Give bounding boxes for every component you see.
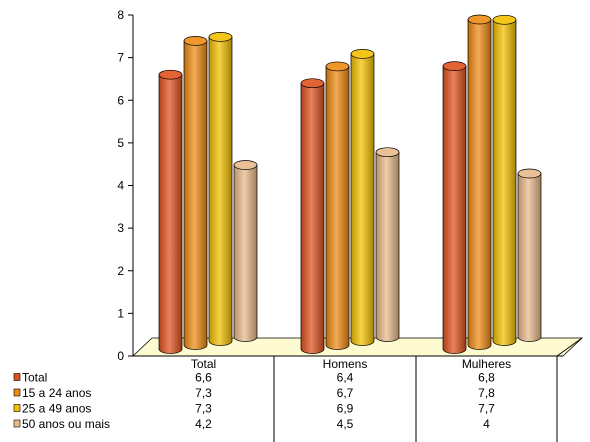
bar-total-total xyxy=(158,69,183,354)
data-label-25-a-49-anos-homens: 6,9 xyxy=(337,402,354,416)
y-tick-label: 1 xyxy=(117,306,124,320)
bar-top xyxy=(208,31,233,42)
legend-swatch-total xyxy=(13,373,21,381)
data-label-15-a-24-anos-mulheres: 7,8 xyxy=(478,386,495,400)
bar-body xyxy=(375,151,400,342)
bar-top xyxy=(233,160,258,170)
data-label-50-anos-ou-mais-homens: 4,5 xyxy=(337,417,354,431)
data-label-total-homens: 6,4 xyxy=(337,371,354,385)
data-label-15-a-24-anos-total: 7,3 xyxy=(195,386,212,400)
bar-homens-50-anos-ou-mais xyxy=(375,147,400,342)
data-label-total-total: 6,6 xyxy=(195,371,212,385)
category-label-homens: Homens xyxy=(323,357,368,371)
bar-top xyxy=(492,14,517,25)
bar-top xyxy=(300,78,325,89)
bar-total-25-a-49-anos xyxy=(208,31,233,346)
y-tick-label: 7 xyxy=(117,51,124,65)
bar-mulheres-50-anos-ou-mais xyxy=(517,168,542,342)
bar-body xyxy=(208,36,233,346)
bar-group-total xyxy=(158,31,258,354)
y-tick-label: 4 xyxy=(117,179,124,193)
bar-top xyxy=(350,49,375,59)
bar-body xyxy=(350,53,375,346)
bar-body xyxy=(158,74,183,354)
bar-body xyxy=(467,19,492,350)
bar-mulheres-total xyxy=(442,61,467,354)
bar-group-homens xyxy=(300,49,400,354)
bar-body xyxy=(183,40,208,350)
bar-total-15-a-24-anos xyxy=(183,35,208,350)
bar-body xyxy=(517,173,542,342)
bar-body xyxy=(300,82,325,354)
y-axis: 0 1 2 3 4 5 6 7 8 xyxy=(117,8,134,363)
bar-homens-15-a-24-anos xyxy=(325,61,350,350)
bar-top xyxy=(442,61,467,72)
data-label-25-a-49-anos-total: 7,3 xyxy=(195,402,212,416)
legend-label-25-a-49-anos: 25 a 49 anos xyxy=(22,402,91,416)
bar-mulheres-25-a-49-anos xyxy=(492,14,517,346)
legend-label-15-a-24-anos: 15 a 24 anos xyxy=(22,386,91,400)
bar-body xyxy=(233,164,258,342)
y-tick-label: 0 xyxy=(117,349,124,363)
data-label-total-mulheres: 6,8 xyxy=(478,371,495,385)
table-corner xyxy=(556,337,583,357)
bar-top xyxy=(517,168,542,179)
data-label-25-a-49-anos-mulheres: 7,7 xyxy=(478,402,495,416)
y-tick-label: 5 xyxy=(117,136,124,150)
bar-body xyxy=(442,65,467,354)
y-tick-label: 6 xyxy=(117,93,124,107)
category-label-total: Total xyxy=(191,357,216,371)
bar-top xyxy=(375,147,400,158)
data-label-15-a-24-anos-homens: 6,7 xyxy=(337,386,354,400)
bar-mulheres-15-a-24-anos xyxy=(467,14,492,350)
legend-swatch-15-a-24-anos xyxy=(13,388,21,397)
y-tick-label: 8 xyxy=(117,8,124,22)
y-tick-label: 3 xyxy=(117,221,124,235)
bar-homens-total xyxy=(300,78,325,354)
bar-top xyxy=(183,35,208,46)
legend-label-total: Total xyxy=(22,371,47,385)
y-tick-label: 2 xyxy=(117,264,124,278)
bar-body xyxy=(325,66,350,350)
legend-swatch-25-a-49-anos xyxy=(13,404,21,412)
data-label-50-anos-ou-mais-mulheres: 4 xyxy=(483,417,490,431)
bar-homens-25-a-49-anos xyxy=(350,49,375,346)
bar-group-mulheres xyxy=(442,14,542,354)
bar-body xyxy=(492,19,517,346)
data-label-50-anos-ou-mais-total: 4,2 xyxy=(195,417,212,431)
bar-top xyxy=(467,14,492,25)
bars xyxy=(158,14,542,354)
legend-swatch-50-anos-ou-mais xyxy=(13,419,21,428)
bar-top xyxy=(158,69,183,80)
legend-label-50-anos-ou-mais: 50 anos ou mais xyxy=(22,417,110,431)
bar-total-50-anos-ou-mais xyxy=(233,160,258,342)
category-label-mulheres: Mulheres xyxy=(462,357,511,371)
bar-top xyxy=(325,61,350,72)
